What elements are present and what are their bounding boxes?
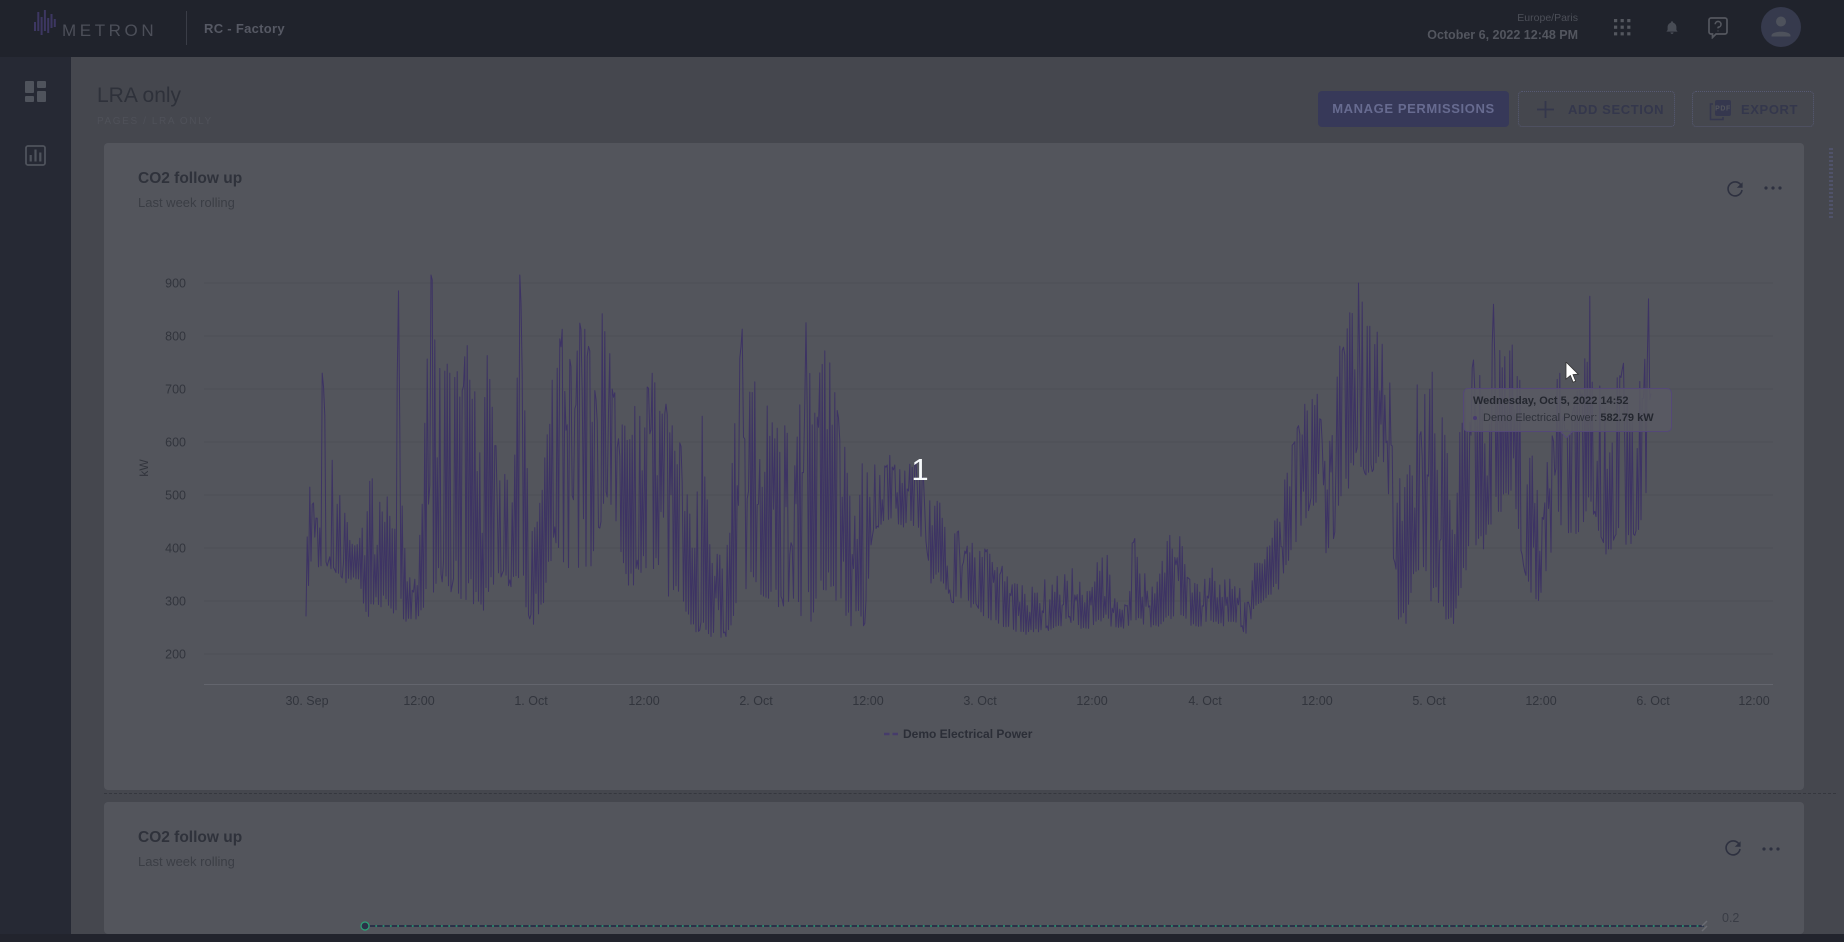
svg-text:2. Oct: 2. Oct bbox=[739, 694, 773, 708]
svg-text:300: 300 bbox=[165, 595, 186, 609]
svg-text:4. Oct: 4. Oct bbox=[1188, 694, 1222, 708]
svg-text:600: 600 bbox=[165, 436, 186, 450]
svg-text:kW: kW bbox=[137, 459, 151, 477]
svg-text:12:00: 12:00 bbox=[1525, 694, 1556, 708]
svg-text:12:00: 12:00 bbox=[852, 694, 883, 708]
svg-text:PDF: PDF bbox=[1715, 106, 1731, 113]
svg-text:800: 800 bbox=[165, 330, 186, 344]
svg-text:12:00: 12:00 bbox=[1301, 694, 1332, 708]
svg-text:1. Oct: 1. Oct bbox=[514, 694, 548, 708]
svg-text:12:00: 12:00 bbox=[628, 694, 659, 708]
svg-text:6. Oct: 6. Oct bbox=[1636, 694, 1670, 708]
svg-text:Demo Electrical Power: Demo Electrical Power bbox=[903, 727, 1033, 741]
svg-text:12:00: 12:00 bbox=[1076, 694, 1107, 708]
svg-text:500: 500 bbox=[165, 489, 186, 503]
svg-text:12:00: 12:00 bbox=[1738, 694, 1769, 708]
svg-text:3. Oct: 3. Oct bbox=[963, 694, 997, 708]
svg-text:400: 400 bbox=[165, 542, 186, 556]
svg-text:900: 900 bbox=[165, 277, 186, 291]
svg-text:700: 700 bbox=[165, 383, 186, 397]
svg-text:12:00: 12:00 bbox=[403, 694, 434, 708]
svg-text:200: 200 bbox=[165, 648, 186, 662]
svg-text:5. Oct: 5. Oct bbox=[1412, 694, 1446, 708]
svg-text:30. Sep: 30. Sep bbox=[285, 694, 328, 708]
